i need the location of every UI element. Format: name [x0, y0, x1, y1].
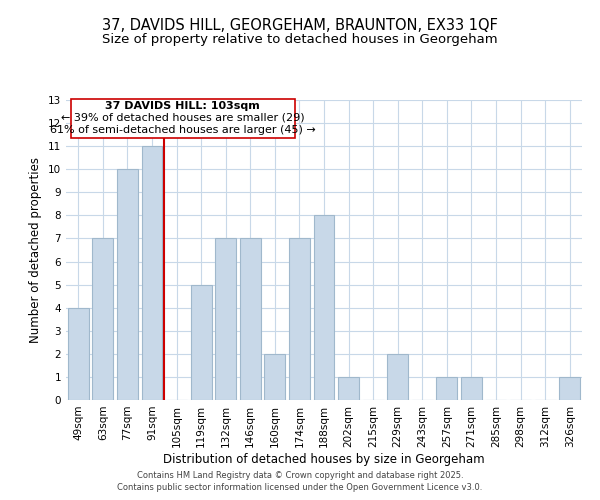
- Bar: [191, 284, 212, 400]
- Text: 61% of semi-detached houses are larger (45) →: 61% of semi-detached houses are larger (…: [50, 126, 316, 136]
- Bar: [461, 377, 482, 400]
- FancyBboxPatch shape: [71, 99, 295, 138]
- Bar: [117, 169, 138, 400]
- Bar: [387, 354, 408, 400]
- Bar: [142, 146, 163, 400]
- Bar: [265, 354, 286, 400]
- Text: Size of property relative to detached houses in Georgeham: Size of property relative to detached ho…: [102, 32, 498, 46]
- Bar: [559, 377, 580, 400]
- Bar: [68, 308, 89, 400]
- Bar: [240, 238, 261, 400]
- Bar: [314, 216, 334, 400]
- Bar: [92, 238, 113, 400]
- Text: 37, DAVIDS HILL, GEORGEHAM, BRAUNTON, EX33 1QF: 37, DAVIDS HILL, GEORGEHAM, BRAUNTON, EX…: [102, 18, 498, 32]
- Text: Contains HM Land Registry data © Crown copyright and database right 2025.: Contains HM Land Registry data © Crown c…: [137, 471, 463, 480]
- Bar: [289, 238, 310, 400]
- Y-axis label: Number of detached properties: Number of detached properties: [29, 157, 43, 343]
- Text: 37 DAVIDS HILL: 103sqm: 37 DAVIDS HILL: 103sqm: [106, 102, 260, 112]
- Text: Contains public sector information licensed under the Open Government Licence v3: Contains public sector information licen…: [118, 484, 482, 492]
- Bar: [436, 377, 457, 400]
- Bar: [338, 377, 359, 400]
- X-axis label: Distribution of detached houses by size in Georgeham: Distribution of detached houses by size …: [163, 452, 485, 466]
- Text: ← 39% of detached houses are smaller (29): ← 39% of detached houses are smaller (29…: [61, 113, 305, 123]
- Bar: [215, 238, 236, 400]
